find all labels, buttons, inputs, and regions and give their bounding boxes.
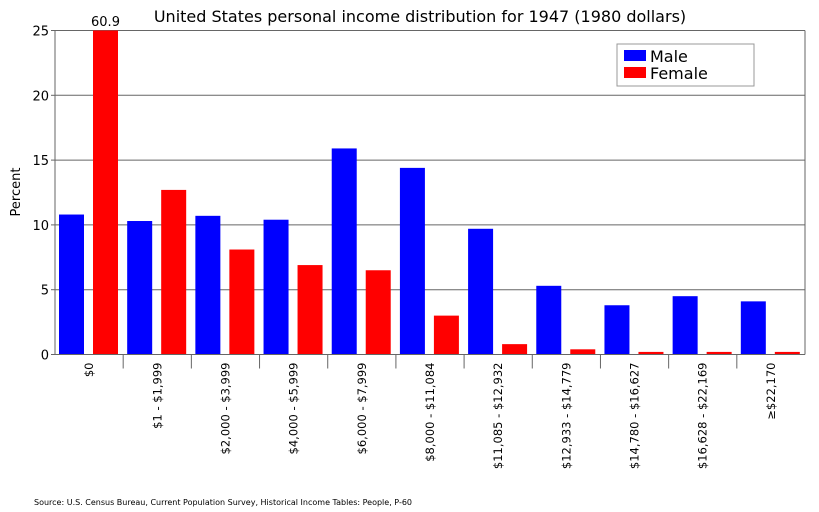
x-tick-label: $6,000 - $7,999 xyxy=(355,363,369,455)
legend-swatch-female xyxy=(624,67,646,78)
bar-male xyxy=(331,148,357,355)
y-tick-label: 25 xyxy=(32,25,49,40)
bar-male xyxy=(59,214,84,355)
x-tick-label: $12,933 - $14,779 xyxy=(559,363,573,470)
bar-female xyxy=(638,351,664,355)
bar-female xyxy=(297,265,323,355)
bar-female xyxy=(93,30,118,355)
x-tick-label: $16,628 - $22,169 xyxy=(696,363,710,470)
chart-title: United States personal income distributi… xyxy=(154,7,686,26)
y-tick-label: 5 xyxy=(41,284,49,299)
x-tick-label: $8,000 - $11,084 xyxy=(423,363,437,462)
bar-female xyxy=(161,189,187,355)
bar-female xyxy=(774,351,800,355)
y-tick-label: 20 xyxy=(32,89,49,104)
bar-male xyxy=(399,167,425,355)
legend-label-female: Female xyxy=(650,64,708,83)
bar-female xyxy=(570,349,596,355)
y-tick-label: 10 xyxy=(32,219,49,234)
bar-male xyxy=(740,301,766,355)
x-tick-label: $4,000 - $5,999 xyxy=(287,363,301,455)
x-tick-label: $0 xyxy=(82,363,96,378)
bar-male xyxy=(604,305,630,355)
x-tick-label: $11,085 - $12,932 xyxy=(491,363,505,470)
bar-female xyxy=(706,351,732,355)
x-tick-label: $2,000 - $3,999 xyxy=(218,363,232,455)
y-axis-label: Percent xyxy=(9,168,24,217)
x-tick-label: ≥$22,170 xyxy=(764,363,778,420)
bar-male xyxy=(127,221,153,355)
y-tick-label: 0 xyxy=(41,349,49,364)
x-tick-label: $1 - $1,999 xyxy=(150,363,164,429)
legend-label-male: Male xyxy=(650,47,688,66)
x-tick-label: $14,780 - $16,627 xyxy=(628,363,642,470)
bar-value-label: 60.9 xyxy=(91,15,120,30)
source-note: Source: U.S. Census Bureau, Current Popu… xyxy=(34,498,412,507)
bar-male xyxy=(536,285,562,355)
bar-male xyxy=(195,215,221,355)
bar-female xyxy=(365,270,391,355)
legend: Male Female xyxy=(616,43,755,87)
bar-female xyxy=(433,315,459,355)
bar-male xyxy=(672,296,698,355)
bar-female xyxy=(229,249,255,355)
bar-male xyxy=(468,228,494,355)
bar-male xyxy=(263,219,289,355)
bar-female xyxy=(502,344,528,355)
y-tick-label: 15 xyxy=(32,154,49,169)
legend-swatch-male xyxy=(624,50,646,61)
